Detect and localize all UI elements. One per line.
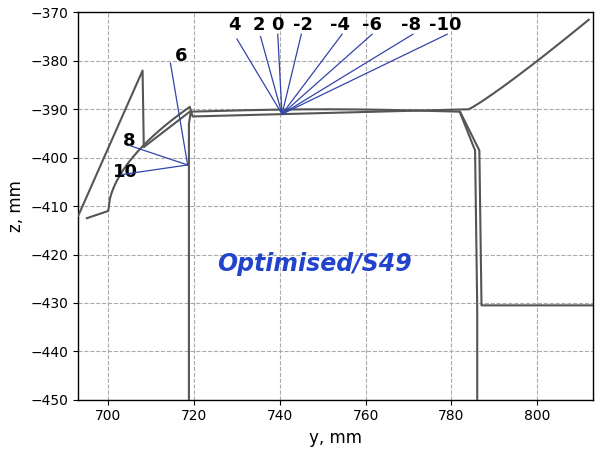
Text: 6: 6 [175,47,187,65]
Text: 8: 8 [123,132,136,150]
Y-axis label: z, mm: z, mm [7,180,25,232]
Text: -8: -8 [401,16,421,34]
Text: -6: -6 [362,16,382,34]
Text: 2: 2 [252,16,265,34]
Text: 0: 0 [271,16,284,34]
Text: 4: 4 [229,16,241,34]
Text: -4: -4 [330,16,350,34]
Text: Optimised/S49: Optimised/S49 [217,252,412,276]
Text: 10: 10 [113,163,137,181]
X-axis label: y, mm: y, mm [309,429,362,447]
Text: -10: -10 [429,16,461,34]
Text: -2: -2 [293,16,313,34]
